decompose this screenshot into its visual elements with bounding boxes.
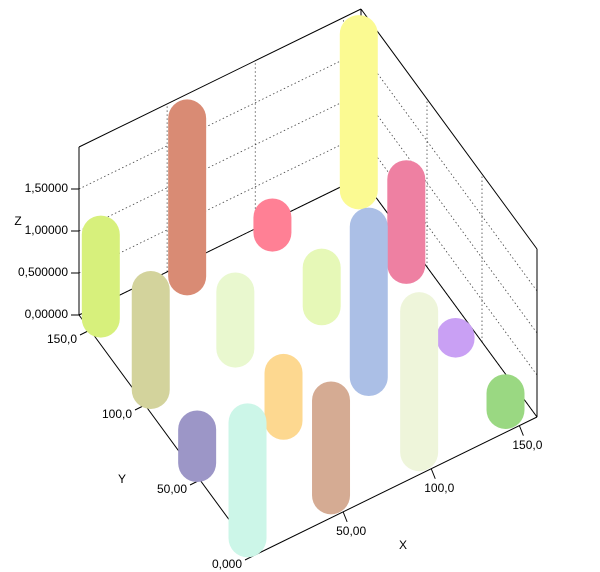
grid-line (360, 134, 538, 376)
y-axis-label: Y (118, 472, 126, 486)
grid-line (360, 50, 538, 292)
box-edge (78, 176, 362, 316)
z-axis-label: Z (14, 214, 21, 228)
z-tick-label: 1,00000 (25, 223, 69, 237)
grid-line (78, 50, 362, 190)
x-tick-label: 150,0 (512, 438, 542, 452)
box-edge (78, 8, 362, 148)
z-tick-label: 0,500000 (18, 265, 68, 279)
y-tick-label: 50,00 (157, 482, 187, 496)
x-tick (518, 425, 524, 436)
z-tick-label: 1,50000 (25, 181, 69, 195)
x-tick (430, 468, 436, 479)
z-tick-label: 0,00000 (25, 307, 69, 321)
x-tick-label: 100,0 (424, 481, 454, 495)
box-edge (78, 314, 256, 556)
grid-line (78, 92, 362, 232)
x-tick-label: 50,00 (336, 524, 366, 538)
y-tick-label: 0,000 (212, 557, 242, 571)
grid-line (360, 92, 538, 334)
box-edge (360, 8, 538, 250)
box-edge (254, 416, 538, 556)
y-tick-label: 150,0 (47, 332, 77, 346)
x-axis-label: X (399, 538, 407, 552)
y-tick-label: 100,0 (102, 407, 132, 421)
grid-line (78, 134, 362, 274)
x-tick (342, 511, 348, 523)
